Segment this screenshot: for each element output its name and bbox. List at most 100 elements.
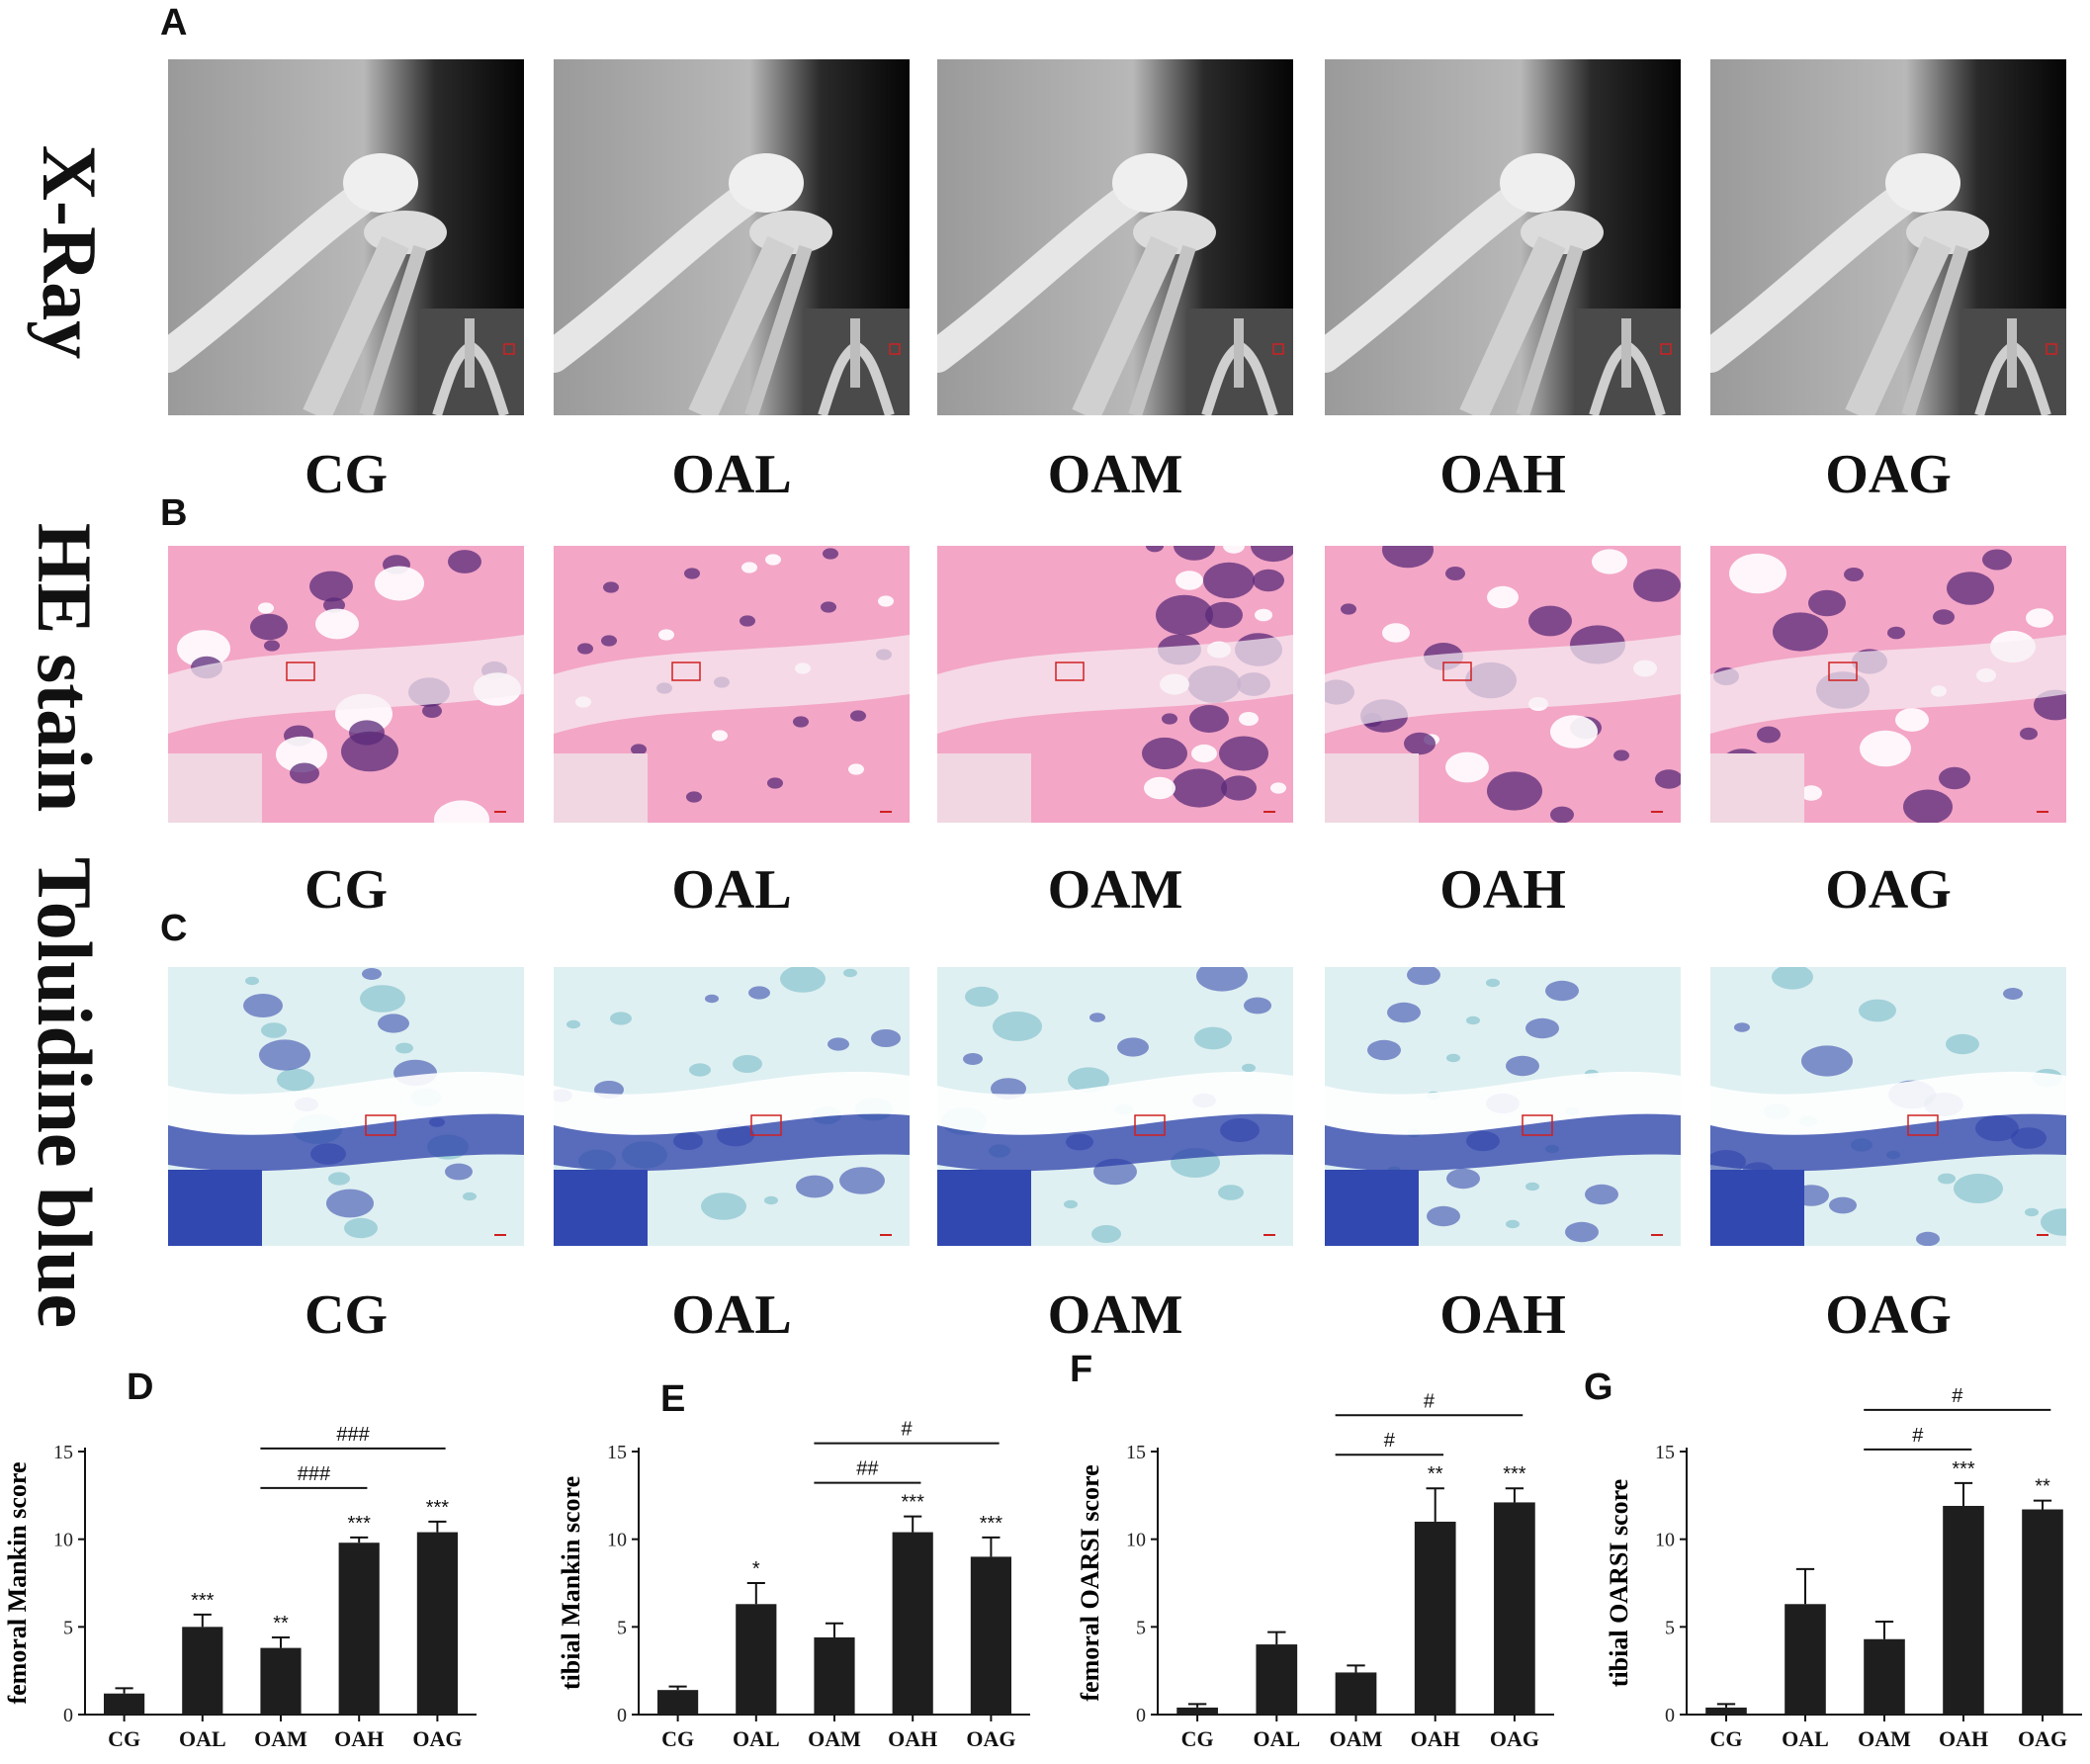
xray-image-oam bbox=[937, 59, 1293, 415]
bar-oam bbox=[1335, 1672, 1377, 1715]
tb-group-label-oah: OAH bbox=[1439, 1284, 1566, 1346]
chart-svg: tibial OARSI score 0 5 10 15 CG OAL OAM OAH *** OA… bbox=[1605, 1385, 2082, 1751]
bracket-label: ### bbox=[336, 1424, 370, 1446]
bar-cg bbox=[1705, 1707, 1747, 1715]
x-tick-label: OAM bbox=[254, 1726, 307, 1751]
y-axis-label: tibial Mankin score bbox=[557, 1476, 585, 1690]
bar-cg bbox=[657, 1690, 699, 1715]
significance-stars: *** bbox=[902, 1492, 925, 1514]
panel-letter-g: G bbox=[1584, 1367, 1613, 1408]
y-tick-label: 5 bbox=[1136, 1617, 1146, 1638]
he-image-oag bbox=[1710, 546, 2066, 823]
y-tick-label: 15 bbox=[1126, 1442, 1146, 1463]
bar-oag bbox=[416, 1532, 458, 1715]
row-label-he: HE stain bbox=[22, 522, 108, 813]
tb-group-label-oam: OAM bbox=[1047, 1284, 1183, 1346]
chart-tibial-mankin-score: tibial Mankin score 0 5 10 15 CG OAL * OAM OAH ***… bbox=[554, 1414, 1038, 1763]
he-group-label-oam: OAM bbox=[1047, 859, 1183, 921]
he-group-label-oal: OAL bbox=[671, 859, 792, 921]
xray-group-label-oah: OAH bbox=[1439, 444, 1566, 505]
y-tick-label: 0 bbox=[1136, 1705, 1146, 1726]
row-label-tb: Toluidine blue bbox=[22, 856, 108, 1329]
chart-femoral-oarsi-score: femoral OARSI score 0 5 10 15 CG OAL OAM OAH ** OA… bbox=[1073, 1390, 1562, 1763]
tb-image-oal bbox=[554, 967, 910, 1246]
significance-stars: * bbox=[752, 1558, 760, 1580]
bracket-label: # bbox=[1424, 1390, 1436, 1412]
bracket-label: # bbox=[1384, 1430, 1396, 1452]
x-tick-label: OAM bbox=[808, 1726, 861, 1751]
x-tick-label: OAH bbox=[1411, 1726, 1460, 1751]
y-axis-label: femoral OARSI score bbox=[1076, 1464, 1104, 1701]
he-group-label-oah: OAH bbox=[1439, 859, 1566, 921]
bracket-label: # bbox=[1952, 1385, 1963, 1407]
xray-group-label-oam: OAM bbox=[1047, 444, 1183, 505]
y-tick-label: 0 bbox=[617, 1705, 627, 1726]
x-tick-label: OAG bbox=[2018, 1726, 2067, 1751]
x-tick-label: OAH bbox=[888, 1726, 937, 1751]
significance-stars: ** bbox=[2035, 1476, 2050, 1498]
tb-group-label-cg: CG bbox=[305, 1284, 388, 1346]
he-image-oam bbox=[937, 546, 1293, 823]
bar-cg bbox=[1176, 1707, 1218, 1715]
x-tick-label: OAH bbox=[334, 1726, 384, 1751]
bar-oam bbox=[814, 1636, 855, 1715]
xray-group-label-oag: OAG bbox=[1825, 444, 1952, 505]
bar-oal bbox=[736, 1604, 777, 1715]
panel-letter-e: E bbox=[660, 1378, 686, 1420]
y-tick-label: 15 bbox=[607, 1442, 627, 1463]
y-tick-label: 0 bbox=[1665, 1705, 1675, 1726]
bar-oal bbox=[1785, 1604, 1826, 1715]
bar-oam bbox=[1864, 1638, 1905, 1715]
bar-oah bbox=[338, 1543, 380, 1715]
he-group-label-oag: OAG bbox=[1825, 859, 1952, 921]
bar-oah bbox=[1943, 1505, 1984, 1715]
significance-stars: *** bbox=[191, 1590, 215, 1612]
bracket-label: # bbox=[1912, 1425, 1924, 1447]
he-image-oal bbox=[554, 546, 910, 823]
xray-image-oah bbox=[1325, 59, 1681, 415]
x-tick-label: OAL bbox=[1782, 1726, 1829, 1751]
bar-cg bbox=[104, 1693, 145, 1715]
tb-group-label-oag: OAG bbox=[1825, 1284, 1952, 1346]
y-tick-label: 5 bbox=[63, 1617, 73, 1638]
x-tick-label: OAM bbox=[1858, 1726, 1911, 1751]
tb-image-oag bbox=[1710, 967, 2066, 1246]
xray-group-label-cg: CG bbox=[305, 444, 388, 505]
significance-stars: *** bbox=[426, 1497, 450, 1519]
y-tick-label: 10 bbox=[607, 1530, 627, 1551]
xray-image-oag bbox=[1710, 59, 2066, 415]
x-tick-label: CG bbox=[108, 1726, 140, 1751]
significance-stars: *** bbox=[1503, 1463, 1526, 1485]
x-tick-label: OAG bbox=[412, 1726, 462, 1751]
significance-stars: *** bbox=[348, 1513, 372, 1535]
x-tick-label: OAH bbox=[1939, 1726, 1988, 1751]
xray-group-label-oal: OAL bbox=[671, 444, 792, 505]
bar-oah bbox=[1414, 1521, 1456, 1715]
he-group-label-cg: CG bbox=[305, 859, 388, 921]
row-label-xray: X-Ray bbox=[27, 144, 113, 360]
bracket-label: ### bbox=[298, 1463, 331, 1485]
bar-oah bbox=[892, 1532, 933, 1715]
y-axis-label: tibial OARSI score bbox=[1605, 1479, 1633, 1687]
chart-tibial-oarsi-score: tibial OARSI score 0 5 10 15 CG OAL OAM OAH *** OA… bbox=[1602, 1385, 2090, 1763]
y-tick-label: 0 bbox=[63, 1705, 73, 1726]
x-tick-label: CG bbox=[661, 1726, 694, 1751]
bar-oam bbox=[260, 1647, 302, 1715]
tb-image-cg bbox=[168, 967, 524, 1246]
he-image-cg bbox=[168, 546, 524, 823]
he-image-oah bbox=[1325, 546, 1681, 823]
panel-letter-b: B bbox=[160, 492, 188, 534]
x-tick-label: OAG bbox=[1490, 1726, 1539, 1751]
bar-oal bbox=[1256, 1644, 1298, 1715]
panel-letter-d: D bbox=[127, 1367, 154, 1408]
tb-image-oam bbox=[937, 967, 1293, 1246]
y-axis-label: femoral Mankin score bbox=[3, 1461, 32, 1704]
y-tick-label: 10 bbox=[1655, 1530, 1675, 1551]
chart-svg: femoral Mankin score 0 5 10 15 CG OAL *** OAM ** O… bbox=[3, 1424, 477, 1751]
significance-stars: *** bbox=[980, 1513, 1003, 1535]
bracket-label: # bbox=[901, 1419, 913, 1441]
significance-stars: ** bbox=[273, 1613, 289, 1634]
bracket-label: ## bbox=[856, 1458, 879, 1480]
panel-letter-f: F bbox=[1070, 1349, 1093, 1390]
y-tick-label: 10 bbox=[53, 1530, 73, 1551]
